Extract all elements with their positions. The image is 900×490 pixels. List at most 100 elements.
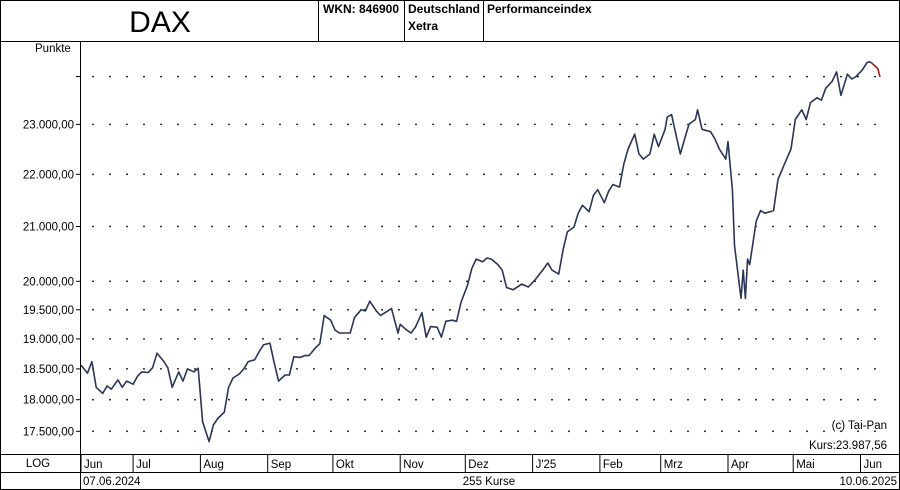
- grid-dot: [551, 123, 553, 126]
- grid-dot: [517, 75, 519, 78]
- grid-dot: [619, 430, 621, 433]
- grid-dot: [92, 280, 94, 283]
- grid-dot: [109, 338, 111, 340]
- grid-dot: [568, 225, 570, 228]
- grid-dot: [143, 123, 145, 126]
- grid-dot: [262, 123, 264, 126]
- grid-dot: [245, 308, 247, 311]
- grid-dot: [772, 75, 774, 78]
- grid-dot: [381, 173, 383, 176]
- y-tick-label: 18.000,00: [23, 395, 74, 407]
- grid-dot: [415, 75, 417, 78]
- grid-dot: [211, 368, 213, 370]
- grid-dot: [738, 173, 740, 176]
- grid-dot: [92, 123, 94, 126]
- grid-dot: [585, 398, 587, 401]
- grid-dot: [636, 398, 638, 401]
- grid-dot: [160, 430, 162, 433]
- grid-dot: [160, 280, 162, 283]
- grid-dot: [619, 75, 621, 78]
- grid-dot: [704, 75, 706, 78]
- grid-dot: [602, 123, 604, 126]
- grid-dot: [381, 225, 383, 228]
- grid-dot: [177, 225, 179, 228]
- grid-dot: [211, 398, 213, 401]
- grid-dot: [381, 123, 383, 126]
- grid-dot: [789, 173, 791, 176]
- grid-dot: [551, 368, 553, 370]
- grid-dot: [687, 75, 689, 78]
- grid-dot: [738, 368, 740, 370]
- grid-dot: [228, 368, 230, 370]
- grid-dot: [585, 338, 587, 340]
- grid-dot: [704, 225, 706, 228]
- grid-dot: [415, 430, 417, 433]
- grid-dot: [466, 308, 468, 311]
- grid-dot: [823, 398, 825, 401]
- grid-dot: [262, 280, 264, 283]
- start-date-label: 07.06.2024: [83, 476, 141, 488]
- grid-dot: [364, 173, 366, 176]
- grid-dot: [262, 338, 264, 340]
- grid-dot: [143, 338, 145, 340]
- grid-dot: [619, 308, 621, 311]
- grid-dot: [194, 430, 196, 433]
- grid-dot: [432, 338, 434, 340]
- grid-dot: [806, 280, 808, 283]
- grid-dot: [313, 308, 315, 311]
- grid-dot: [840, 173, 842, 176]
- grid-dot: [687, 280, 689, 283]
- grid-dot: [772, 225, 774, 228]
- grid-dot: [279, 338, 281, 340]
- grid-dot: [874, 398, 876, 401]
- grid-dot: [789, 368, 791, 370]
- grid-dot: [857, 368, 859, 370]
- grid-dot: [874, 280, 876, 283]
- grid-dot: [738, 398, 740, 401]
- grid-dot: [721, 280, 723, 283]
- grid-dot: [874, 123, 876, 126]
- grid-dot: [721, 75, 723, 78]
- grid-dot: [857, 308, 859, 311]
- x-tick-label: Mai: [796, 459, 815, 471]
- grid-dot: [466, 75, 468, 78]
- grid-dot: [160, 225, 162, 228]
- grid-dot: [636, 123, 638, 126]
- grid-dot: [534, 430, 536, 433]
- grid-dot: [687, 338, 689, 340]
- y-tick-label: 21.000,00: [23, 222, 74, 234]
- grid-dot: [211, 308, 213, 311]
- grid-dot: [126, 280, 128, 283]
- grid-dot: [857, 280, 859, 283]
- grid-dot: [160, 75, 162, 78]
- grid-dot: [398, 280, 400, 283]
- grid-dot: [194, 280, 196, 283]
- grid-dot: [687, 398, 689, 401]
- grid-dot: [653, 123, 655, 126]
- grid-dot: [177, 368, 179, 370]
- grid-dot: [687, 173, 689, 176]
- grid-dot: [92, 338, 94, 340]
- grid-dot: [551, 430, 553, 433]
- grid-dot: [653, 430, 655, 433]
- grid-dot: [721, 368, 723, 370]
- grid-dot: [330, 75, 332, 78]
- grid-dot: [449, 225, 451, 228]
- grid-dot: [636, 308, 638, 311]
- grid-dot: [857, 225, 859, 228]
- grid-dot: [483, 338, 485, 340]
- grid-dot: [211, 225, 213, 228]
- grid-dot: [177, 173, 179, 176]
- grid-dot: [228, 280, 230, 283]
- grid-dot: [568, 75, 570, 78]
- grid-dot: [687, 308, 689, 311]
- grid-dot: [194, 398, 196, 401]
- grid-dot: [874, 308, 876, 311]
- grid-dot: [483, 123, 485, 126]
- grid-dot: [109, 123, 111, 126]
- grid-dot: [262, 225, 264, 228]
- grid-dot: [364, 280, 366, 283]
- grid-dot: [347, 123, 349, 126]
- grid-dot: [177, 123, 179, 126]
- grid-dot: [177, 398, 179, 401]
